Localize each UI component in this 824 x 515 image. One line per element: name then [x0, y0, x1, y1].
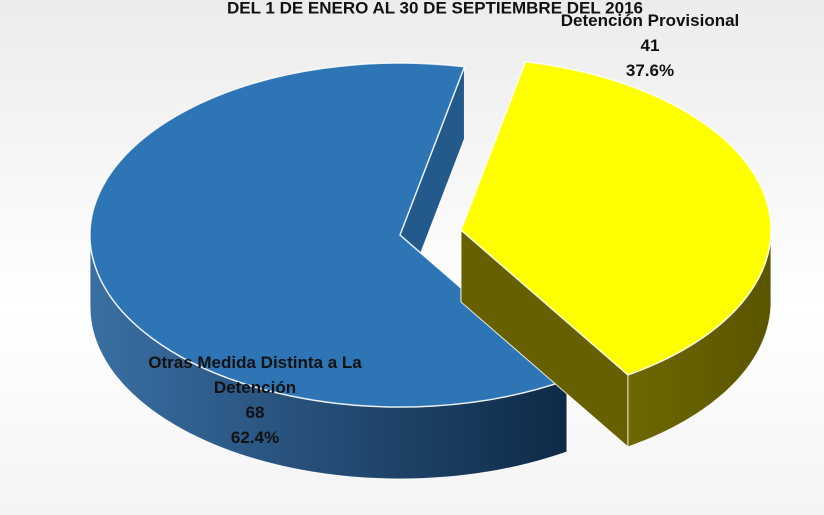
label-1: Otras Medida Distinta a La Detención 68 … — [105, 350, 405, 450]
label-0: Detención Provisional 41 37.6% — [520, 8, 780, 83]
chart-title: DEL 1 DE ENERO AL 30 DE SEPTIEMBRE DEL 2… — [227, 0, 643, 17]
slice — [460, 60, 772, 376]
percent-label: 62.4% — [230, 428, 280, 447]
category-label: Detención Provisional — [560, 11, 740, 30]
value-label: 68 — [245, 403, 265, 422]
percent-label: 37.6% — [625, 61, 675, 80]
value-label: 41 — [640, 36, 660, 55]
category-label: Otras Medida Distinta a La Detención — [148, 353, 362, 397]
slice — [89, 62, 569, 408]
